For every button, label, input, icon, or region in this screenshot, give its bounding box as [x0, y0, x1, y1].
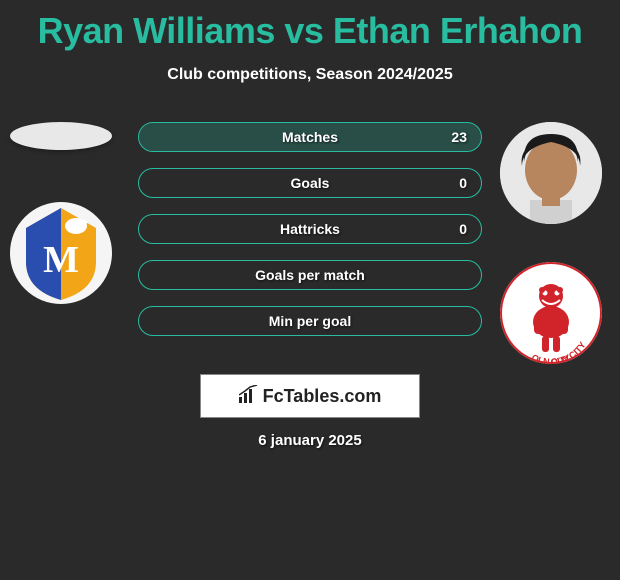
left-player-column: M: [10, 122, 120, 342]
branding-box[interactable]: FcTables.com: [200, 374, 420, 418]
player-right-club-badge: OLN CITY OLN CITY: [500, 262, 602, 364]
page-title: Ryan Williams vs Ethan Erhahon: [0, 0, 620, 52]
stat-label: Goals: [291, 175, 330, 191]
subtitle: Club competitions, Season 2024/2025: [0, 66, 620, 84]
club-badge-icon: OLN CITY OLN CITY: [500, 262, 602, 364]
stat-right-value: 0: [459, 221, 467, 237]
player-left-club-badge: M: [10, 202, 112, 304]
stat-right-value: 23: [451, 129, 467, 145]
right-player-column: OLN CITY OLN CITY: [500, 122, 610, 402]
stat-row-matches: Matches 23: [138, 122, 482, 152]
stat-label: Hattricks: [280, 221, 340, 237]
svg-text:M: M: [43, 239, 79, 281]
stat-label: Matches: [282, 129, 338, 145]
stat-row-min-per-goal: Min per goal: [138, 306, 482, 336]
player-left-avatar: [10, 122, 112, 150]
club-badge-icon: M: [10, 202, 112, 304]
stat-row-goals: Goals 0: [138, 168, 482, 198]
stats-rows: Matches 23 Goals 0 Hattricks 0 Goals per…: [138, 122, 482, 352]
stat-row-goals-per-match: Goals per match: [138, 260, 482, 290]
player-right-avatar: [500, 122, 602, 224]
chart-icon: [239, 385, 259, 408]
branding-text: FcTables.com: [263, 386, 382, 407]
stat-label: Goals per match: [255, 267, 365, 283]
date-text: 6 january 2025: [0, 432, 620, 449]
stat-right-value: 0: [459, 175, 467, 191]
stat-label: Min per goal: [269, 313, 351, 329]
stat-row-hattricks: Hattricks 0: [138, 214, 482, 244]
player-face-icon: [500, 122, 602, 224]
